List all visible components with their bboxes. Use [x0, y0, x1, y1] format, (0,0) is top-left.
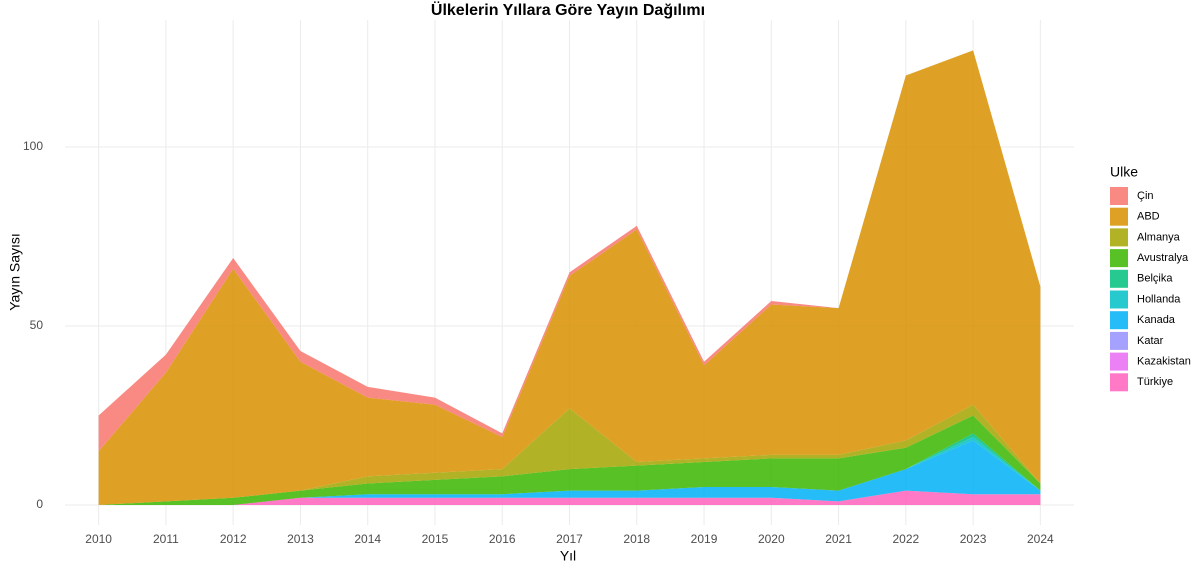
legend-label: Hollanda: [1137, 293, 1181, 305]
y-tick-label: 100: [23, 139, 43, 153]
area: [98, 415, 1041, 505]
legend-label: Türkiye: [1137, 376, 1173, 388]
x-tick-label: 2019: [691, 532, 718, 546]
legend-label: Kanada: [1137, 314, 1176, 326]
x-tick-label: 2014: [354, 532, 381, 546]
legend-key: [1110, 207, 1128, 226]
area: [98, 440, 1041, 505]
area: [98, 50, 1041, 505]
x-tick-label: 2015: [422, 532, 449, 546]
legend-label: Katar: [1137, 335, 1164, 347]
legend-label: Avustralya: [1137, 252, 1189, 264]
y-tick-label: 0: [36, 497, 43, 511]
chart-title: Ülkelerin Yıllara Göre Yayın Dağılımı: [431, 0, 705, 19]
legend-key: [1110, 249, 1128, 268]
legend-label: ABD: [1137, 211, 1160, 223]
x-tick-label: 2020: [758, 532, 785, 546]
legend-title: Ulke: [1110, 164, 1138, 180]
legend-key: [1110, 373, 1128, 392]
x-tick-label: 2016: [489, 532, 516, 546]
legend-key: [1110, 269, 1128, 288]
area: [98, 404, 1041, 505]
x-tick-label: 2022: [892, 532, 919, 546]
x-tick-label: 2024: [1027, 532, 1054, 546]
legend-label: Almanya: [1137, 231, 1181, 243]
legend-label: Kazakistan: [1137, 356, 1191, 368]
y-tick-label: 50: [30, 318, 44, 332]
legend-key: [1110, 311, 1128, 330]
x-axis-label: Yıl: [560, 548, 576, 564]
legend-key: [1110, 290, 1128, 309]
x-tick-label: 2023: [960, 532, 987, 546]
legend-label: Belçika: [1137, 273, 1173, 285]
x-tick-label: 2011: [153, 532, 179, 546]
legend-key: [1110, 352, 1128, 371]
x-tick-label: 2018: [623, 532, 650, 546]
x-tick-label: 2021: [825, 532, 852, 546]
x-tick-label: 2012: [220, 532, 247, 546]
x-tick-label: 2017: [556, 532, 583, 546]
legend-key: [1110, 331, 1128, 350]
x-tick-label: 2010: [85, 532, 112, 546]
x-tick-label: 2013: [287, 532, 314, 546]
y-axis-label: Yayın Sayısı: [7, 233, 23, 311]
legend-label: Çin: [1137, 190, 1154, 202]
legend-key: [1110, 187, 1128, 205]
legend-key: [1110, 228, 1128, 247]
